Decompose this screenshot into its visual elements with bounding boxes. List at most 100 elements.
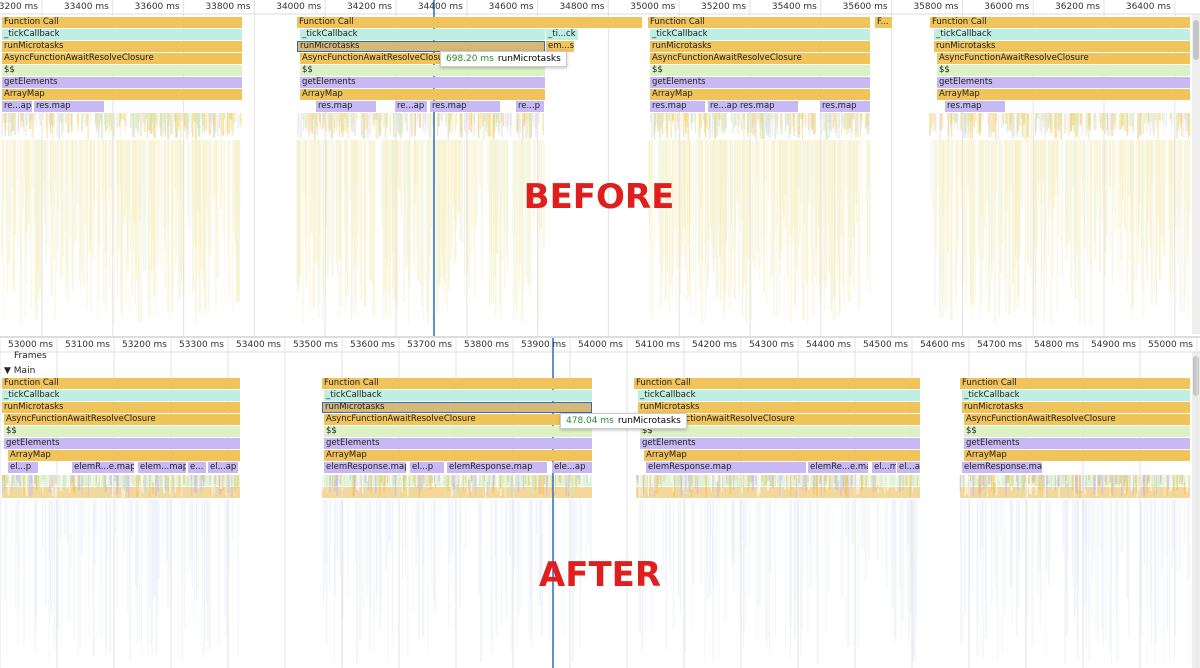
flame-entry[interactable]: getElements xyxy=(4,438,240,449)
flame-entry[interactable]: res.map xyxy=(945,101,1005,112)
flame-entry[interactable]: ele...ap xyxy=(552,462,592,473)
flame-entry[interactable]: re...ap xyxy=(2,101,32,112)
ruler-label: 53500 ms xyxy=(293,340,338,350)
flame-entry[interactable]: $$ xyxy=(640,426,920,437)
flame-entry[interactable]: Function Call xyxy=(634,378,920,389)
flame-entry[interactable]: AsyncFunctionAwaitResolveClosure xyxy=(324,414,592,425)
flame-entry[interactable]: el...p xyxy=(8,462,38,473)
flame-entry[interactable]: res.map xyxy=(820,101,870,112)
flame-entry[interactable]: re...ap xyxy=(708,101,738,112)
flame-entry[interactable]: re...p xyxy=(516,101,544,112)
flame-entry[interactable]: AsyncFunctionAwaitResolveClosure xyxy=(937,53,1190,64)
flame-entry[interactable]: elem...map xyxy=(138,462,186,473)
ruler-label: 35000 ms xyxy=(630,2,676,12)
flame-entry[interactable]: getElements xyxy=(324,438,592,449)
flame-entry[interactable]: getElements xyxy=(2,77,242,88)
flame-entry[interactable]: _tickCallback xyxy=(650,29,870,40)
flame-entry[interactable]: res.map xyxy=(34,101,104,112)
flame-entry[interactable]: ArrayMap xyxy=(300,89,545,100)
ruler-label: 53700 ms xyxy=(407,340,452,350)
flame-entry[interactable]: runMicrotasks xyxy=(934,41,1190,52)
flame-entry[interactable]: _ti...ck xyxy=(546,29,578,40)
flame-entry[interactable]: ArrayMap xyxy=(964,450,1190,461)
flame-entry[interactable]: getElements xyxy=(300,77,545,88)
flame-entry[interactable]: elemResponse.map xyxy=(447,462,547,473)
flame-entry[interactable]: AsyncFunctionAwaitResolveClosure xyxy=(964,414,1190,425)
flame-entry[interactable]: Function Call xyxy=(322,378,592,389)
flame-entry[interactable]: elemResponse.map xyxy=(646,462,806,473)
flame-entry[interactable]: ArrayMap xyxy=(937,89,1190,100)
flame-entry[interactable]: Function Call xyxy=(648,17,870,28)
before-label: BEFORE xyxy=(523,177,675,217)
main-track[interactable]: ▼ Main xyxy=(4,366,36,376)
flame-entry[interactable]: AsyncFunctionAwaitResolveClosure xyxy=(2,53,242,64)
flame-entry[interactable]: el...ap xyxy=(897,462,920,473)
flame-entry[interactable]: _tickCallback xyxy=(934,29,1190,40)
flame-entry[interactable]: runMicrotasks xyxy=(638,402,920,413)
flame-entry[interactable]: Function Call xyxy=(2,17,242,28)
flame-entry[interactable]: el...ap xyxy=(208,462,238,473)
frames-track[interactable]: Frames xyxy=(14,351,47,361)
flame-entry[interactable]: runMicrotasks xyxy=(962,402,1190,413)
flame-entry[interactable]: res.map xyxy=(316,101,376,112)
flame-entry[interactable]: runMicrotasks xyxy=(650,41,870,52)
flame-entry[interactable]: em...s xyxy=(546,41,574,52)
flame-entry[interactable]: $$ xyxy=(4,426,240,437)
flame-entry[interactable]: runMicrotasks xyxy=(297,41,545,52)
flame-entry[interactable]: Function Call xyxy=(297,17,642,28)
flame-entry[interactable]: re...ap xyxy=(395,101,427,112)
ruler-label: 54100 ms xyxy=(635,340,680,350)
ruler-label: 35200 ms xyxy=(701,2,746,12)
flame-entry[interactable]: AsyncFunctionAwaitResolveClosure xyxy=(643,414,920,425)
flame-entry[interactable]: ArrayMap xyxy=(324,450,592,461)
flame-entry[interactable]: runMicrotasks xyxy=(322,402,592,413)
flame-entry[interactable]: $$ xyxy=(324,426,592,437)
flame-entry[interactable]: Function Call xyxy=(930,17,1190,28)
flame-entry[interactable]: ArrayMap xyxy=(644,450,920,461)
flame-entry[interactable]: $$ xyxy=(2,65,242,76)
flame-entry[interactable]: $$ xyxy=(964,426,1190,437)
flame-entry[interactable]: F... xyxy=(875,17,892,28)
flame-entry[interactable]: getElements xyxy=(964,438,1190,449)
ruler-label: 53400 ms xyxy=(236,340,281,350)
ruler-label: 53100 ms xyxy=(65,340,110,350)
flame-entry[interactable]: _tickCallback xyxy=(2,29,242,40)
flame-entry[interactable]: Function Call xyxy=(960,378,1190,389)
flame-entry[interactable]: elemR...e.map xyxy=(72,462,134,473)
flame-entry[interactable]: getElements xyxy=(640,438,920,449)
flame-entry[interactable]: elemResponse.map xyxy=(324,462,406,473)
flame-entry[interactable]: _tickCallback xyxy=(2,390,240,401)
flame-entry[interactable]: _tickCallback xyxy=(638,390,920,401)
flame-entry[interactable]: el...p xyxy=(410,462,444,473)
ruler-label: 53900 ms xyxy=(521,340,566,350)
flame-entry[interactable]: $$ xyxy=(300,65,545,76)
ruler-label: 36400 ms xyxy=(1125,2,1171,12)
flame-entry[interactable]: ArrayMap xyxy=(650,89,870,100)
flame-entry[interactable]: runMicrotasks xyxy=(2,41,242,52)
flame-entry[interactable]: getElements xyxy=(650,77,870,88)
flame-entry[interactable]: $$ xyxy=(650,65,870,76)
flame-entry[interactable]: ArrayMap xyxy=(8,450,240,461)
flame-entry[interactable]: ArrayMap xyxy=(2,89,242,100)
flame-entry[interactable]: res.map xyxy=(738,101,798,112)
flame-entry[interactable]: _tickCallback xyxy=(962,390,1190,401)
activity-band xyxy=(322,487,592,498)
flame-entry[interactable]: res.map xyxy=(430,101,500,112)
flame-entry[interactable]: runMicrotasks xyxy=(2,402,240,413)
flame-entry[interactable]: AsyncFunctionAwaitResolveClosure xyxy=(300,53,545,64)
flame-entry[interactable]: AsyncFunctionAwaitResolveClosure xyxy=(650,53,870,64)
flame-entry[interactable]: _tickCallback xyxy=(324,390,592,401)
ruler-label: 54600 ms xyxy=(920,340,965,350)
activity-band xyxy=(2,475,240,486)
flame-entry[interactable]: e... xyxy=(188,462,206,473)
flame-entry[interactable]: elemRe...e.map xyxy=(808,462,868,473)
flame-entry[interactable]: _tickCallback xyxy=(300,29,545,40)
flame-entry[interactable]: AsyncFunctionAwaitResolveClosure xyxy=(4,414,240,425)
flame-entry[interactable]: elemResponse.map xyxy=(962,462,1042,473)
flame-entry[interactable]: $$ xyxy=(937,65,1190,76)
flame-entry[interactable]: res.map xyxy=(650,101,705,112)
flame-entry[interactable]: el...map xyxy=(872,462,896,473)
tooltip: 698.20 ms runMicrotasks xyxy=(440,51,567,67)
flame-entry[interactable]: Function Call xyxy=(2,378,240,389)
flame-entry[interactable]: getElements xyxy=(937,77,1190,88)
